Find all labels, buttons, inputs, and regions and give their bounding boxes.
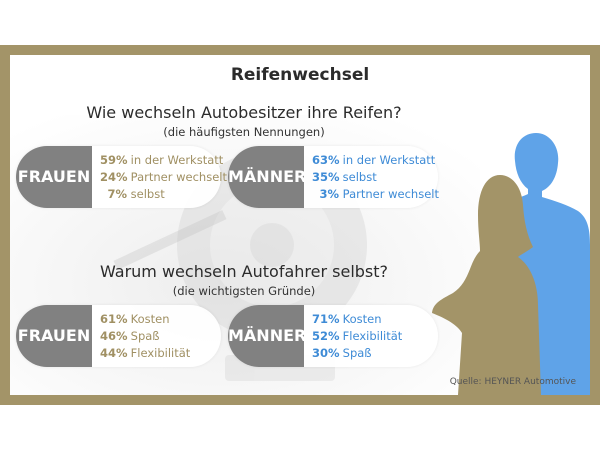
answer-label: Spaß	[342, 346, 372, 360]
women-badge: FRAUEN	[16, 146, 92, 208]
question-2-subheading: (die wichtigsten Gründe)	[172, 284, 316, 298]
table-row: 7% selbst	[100, 186, 227, 203]
percentage: 7%	[107, 187, 127, 201]
table-row: 35% selbst	[312, 169, 439, 186]
percentage: 46%	[100, 329, 128, 343]
table-row: 3% Partner wechselt	[312, 186, 439, 203]
infographic-panel: Reifenwechsel Wie wechseln Autobesitzer …	[10, 55, 590, 395]
question-2-heading: Warum wechseln Autofahrer selbst?	[99, 262, 389, 281]
answer-label: Flexibilität	[130, 346, 191, 360]
source-credit: Quelle: HEYNER Automotive	[449, 377, 576, 387]
percentage: 44%	[100, 346, 128, 360]
percentage: 61%	[100, 312, 128, 326]
women-how-card: FRAUEN 59% in der Werkstatt 24% Partner …	[16, 146, 227, 208]
question-1-subheading: (die häufigsten Nennungen)	[163, 125, 325, 139]
percentage: 71%	[312, 312, 340, 326]
men-why-card: MÄNNER 71% Kosten 52% Flexibilität 30% S…	[228, 305, 438, 367]
answer-label: Flexibilität	[342, 329, 403, 343]
table-row: 24% Partner wechselt	[100, 169, 227, 186]
percentage: 52%	[312, 329, 340, 343]
answer-label: in der Werkstatt	[342, 153, 436, 167]
table-row: 30% Spaß	[312, 345, 402, 362]
answer-label: Partner wechselt	[130, 170, 227, 184]
table-row: 59% in der Werkstatt	[100, 152, 227, 169]
percentage: 35%	[312, 170, 340, 184]
answer-label: selbst	[130, 187, 165, 201]
table-row: 52% Flexibilität	[312, 328, 402, 345]
men-how-card: MÄNNER 63% in der Werkstatt 35% selbst 3…	[228, 146, 439, 208]
percentage: 24%	[100, 170, 128, 184]
women-why-card: FRAUEN 61% Kosten 46% Spaß 44% Flexibili…	[16, 305, 221, 367]
answer-label: in der Werkstatt	[130, 153, 224, 167]
answer-label: Kosten	[342, 312, 382, 326]
percentage: 59%	[100, 153, 128, 167]
answer-label: Kosten	[130, 312, 170, 326]
men-badge: MÄNNER	[228, 305, 306, 367]
infographic-title: Reifenwechsel	[230, 65, 370, 85]
table-row: 44% Flexibilität	[100, 345, 190, 362]
men-badge: MÄNNER	[228, 146, 306, 208]
answer-label: selbst	[342, 170, 377, 184]
percentage: 63%	[312, 153, 340, 167]
woman-silhouette	[432, 175, 541, 395]
question-1-heading: Wie wechseln Autobesitzer ihre Reifen?	[86, 103, 402, 122]
percentage: 3%	[319, 187, 339, 201]
women-badge: FRAUEN	[16, 305, 92, 367]
table-row: 71% Kosten	[312, 311, 402, 328]
table-row: 46% Spaß	[100, 328, 190, 345]
infographic-frame: Reifenwechsel Wie wechseln Autobesitzer …	[0, 45, 600, 405]
answer-label: Spaß	[130, 329, 160, 343]
percentage: 30%	[312, 346, 340, 360]
answer-label: Partner wechselt	[342, 187, 439, 201]
table-row: 63% in der Werkstatt	[312, 152, 439, 169]
table-row: 61% Kosten	[100, 311, 190, 328]
